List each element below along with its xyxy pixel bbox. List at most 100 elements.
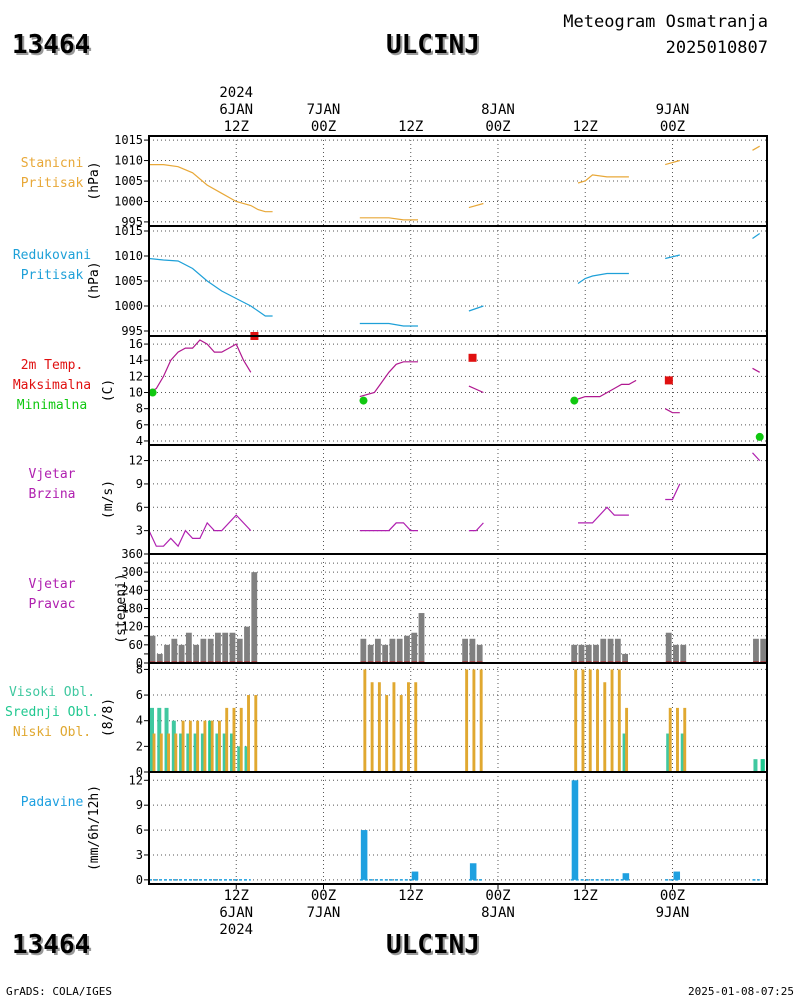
high-cloud-bar <box>222 733 227 772</box>
low-cloud-bar <box>472 669 476 772</box>
low-cloud-bar <box>181 720 185 772</box>
wind-direction-bar <box>673 644 679 663</box>
footer-station-id: 13464 <box>12 930 91 960</box>
low-cloud-bar <box>479 669 483 772</box>
station-pressure-ytick-label: 1010 <box>114 154 143 168</box>
wind-direction-bar <box>360 638 367 663</box>
wind-direction-ytick-label: 360 <box>121 547 143 561</box>
reduced-pressure-ylabel: (hPa) <box>87 261 102 300</box>
wind-direction-bar <box>215 632 221 663</box>
mid-cloud-bar <box>208 720 213 772</box>
wind-speed-label: Brzina <box>29 487 76 502</box>
wind-direction-label: Pravac <box>29 597 76 612</box>
reduced-pressure-series-line <box>359 322 418 327</box>
wind-direction-bar <box>665 632 672 663</box>
footer-station-name: ULCINJ <box>386 930 480 960</box>
temperature-label: Maksimalna <box>13 378 91 393</box>
wind-direction-bar <box>622 653 628 663</box>
low-cloud-bar <box>217 720 221 772</box>
wind-direction-ytick-label: 60 <box>129 638 143 652</box>
temperature-series-line <box>468 385 484 394</box>
wind-speed-ytick-label: 6 <box>136 500 143 514</box>
station-pressure-ytick-label: 1000 <box>114 194 143 208</box>
precipitation-frame <box>148 771 768 885</box>
station-pressure-label: Pritisak <box>21 176 84 191</box>
station-pressure-ytick-label: 995 <box>121 215 143 229</box>
temperature-series-line <box>577 379 637 400</box>
low-cloud-bar <box>676 707 679 772</box>
time-label-bottom-t1: 2024 <box>219 922 253 938</box>
cloud-cover-label: Niski Obl. <box>13 725 91 740</box>
wind-direction-ytick-label: 180 <box>121 602 143 616</box>
wind-direction-bar <box>396 638 403 663</box>
wind-direction-bar <box>236 638 243 663</box>
time-label-top-t1: 6JAN <box>219 102 253 118</box>
temperature-ytick-label: 6 <box>136 418 143 432</box>
low-cloud-bar <box>232 707 236 772</box>
wind-speed-frame <box>148 444 768 555</box>
time-label-top-t1: 2024 <box>219 85 253 101</box>
low-cloud-bar <box>370 682 374 772</box>
time-label-bottom-t1: 6JAN <box>219 905 253 921</box>
wind-speed-label: Vjetar <box>29 467 76 482</box>
time-label-top-t2: 7JAN <box>307 102 341 118</box>
station-pressure-series-line <box>577 174 629 184</box>
cloud-cover-ytick-label: 4 <box>136 714 143 728</box>
cloud-cover-label: Visoki Obl. <box>9 685 95 700</box>
wind-speed-ytick-label: 3 <box>136 524 143 538</box>
wind-speed-series-line <box>148 514 252 548</box>
low-cloud-bar <box>465 669 469 772</box>
wind-direction-bar <box>462 638 469 663</box>
temperature-ytick-label: 12 <box>129 369 143 383</box>
reduced-pressure-ytick-label: 995 <box>121 324 143 338</box>
wind-direction-ytick-label: 300 <box>121 565 143 579</box>
wind-direction-bar <box>571 644 578 663</box>
wind-speed-ytick-label: 9 <box>136 477 143 491</box>
wind-direction-ytick-label: 0 <box>136 656 143 670</box>
low-cloud-bar <box>625 707 629 772</box>
low-cloud-bar <box>254 695 258 772</box>
time-label-bottom-t2: 7JAN <box>307 905 341 921</box>
low-cloud-bar <box>683 707 687 772</box>
high-cloud-bar <box>179 733 184 772</box>
precip-bar <box>360 830 368 880</box>
high-cloud-bar <box>237 746 242 772</box>
reduced-pressure-series-line <box>665 254 680 260</box>
reduced-pressure-series-line <box>148 257 273 317</box>
wind-speed-series-line <box>752 452 761 462</box>
low-cloud-bar <box>414 682 418 772</box>
wind-direction-bar <box>593 644 599 663</box>
wind-direction-bar <box>418 613 425 663</box>
product-title: Meteogram Osmatranja <box>563 12 768 32</box>
time-label-bottom-t4: 8JAN <box>481 905 515 921</box>
wind-speed-ytick-label: 12 <box>129 454 143 468</box>
time-label-top-t5: 12Z <box>573 119 598 135</box>
station-pressure-ytick-label: 1005 <box>114 174 143 188</box>
cloud-cover-ytick-label: 8 <box>136 662 143 676</box>
low-cloud-bar <box>617 669 621 772</box>
station-pressure-series-line <box>665 159 680 166</box>
high-cloud-bar <box>150 707 154 772</box>
high-cloud-bar <box>186 733 191 772</box>
wind-direction-bar <box>680 644 687 663</box>
low-cloud-bar <box>247 695 250 772</box>
wind-direction-bar <box>585 644 592 663</box>
high-cloud-bar <box>680 733 685 772</box>
temperature-series-line <box>359 361 418 398</box>
precipitation-ylabel: (mm/6h/12h) <box>87 785 102 871</box>
temperature-series-line <box>148 339 252 394</box>
high-cloud-bar <box>171 720 176 772</box>
station-pressure-ylabel: (hPa) <box>87 161 102 200</box>
wind-direction-bar <box>178 644 185 663</box>
wind-direction-bar <box>185 632 192 663</box>
station-pressure-series-line <box>752 145 760 151</box>
wind-speed-ylabel: (m/s) <box>101 480 116 519</box>
wind-direction-bar <box>171 638 178 663</box>
temperature-ytick-label: 4 <box>136 434 143 448</box>
time-label-bottom-t5: 12Z <box>573 888 598 904</box>
high-cloud-bar <box>229 733 234 772</box>
time-label-top-t2: 00Z <box>311 119 336 135</box>
wind-direction-ytick-label: 120 <box>121 620 143 634</box>
low-cloud-bar <box>574 669 578 772</box>
